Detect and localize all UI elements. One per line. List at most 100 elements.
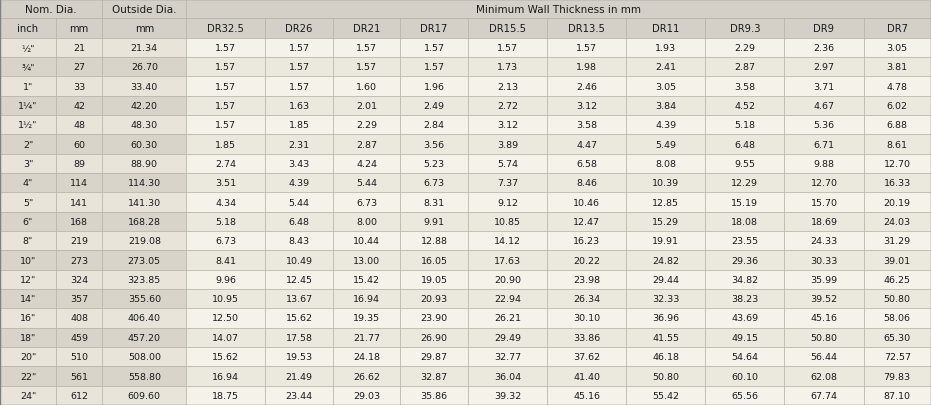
Text: 7.37: 7.37 [497,179,518,188]
Text: 50.80: 50.80 [652,371,680,381]
Bar [705,251,784,270]
Text: 36.96: 36.96 [652,314,680,323]
Bar [400,38,467,58]
Bar [400,96,467,116]
Bar [186,135,265,154]
Text: 3.12: 3.12 [497,121,518,130]
Text: DR11: DR11 [652,24,680,34]
Bar [400,77,467,96]
Bar [784,38,863,58]
Text: 17.63: 17.63 [493,256,521,265]
Text: 13.00: 13.00 [353,256,380,265]
Text: 12.88: 12.88 [421,237,448,245]
Text: 5.36: 5.36 [814,121,834,130]
Bar [56,231,102,251]
Bar [705,19,784,38]
Text: 561: 561 [70,371,88,381]
Text: 2.46: 2.46 [576,82,597,91]
Bar [56,19,102,38]
Bar [400,270,467,289]
Bar [626,309,705,328]
Text: 141: 141 [70,198,88,207]
Bar [626,251,705,270]
Text: 3.43: 3.43 [289,160,310,168]
Bar [333,38,400,58]
Text: 323.85: 323.85 [128,275,161,284]
Bar [863,116,931,135]
Text: 9.55: 9.55 [735,160,755,168]
Bar [186,231,265,251]
Text: 24.82: 24.82 [652,256,680,265]
Bar [265,58,333,77]
Text: mm: mm [135,24,154,34]
Text: inch: inch [18,24,38,34]
Bar [265,19,333,38]
Bar [546,328,626,347]
Text: 45.16: 45.16 [573,391,600,400]
Text: 6.73: 6.73 [424,179,445,188]
Bar [546,19,626,38]
Bar [400,367,467,386]
Text: mm: mm [70,24,88,34]
Bar [626,386,705,405]
Bar [400,19,467,38]
Bar [56,386,102,405]
Bar [705,58,784,77]
Bar [546,309,626,328]
Bar [186,251,265,270]
Bar [705,154,784,174]
Bar [784,251,863,270]
Text: 16.05: 16.05 [421,256,448,265]
Bar [705,270,784,289]
Bar [0,270,56,289]
Text: 21.49: 21.49 [286,371,313,381]
Text: 3.84: 3.84 [655,102,676,111]
Text: 12.45: 12.45 [286,275,313,284]
Text: 2.84: 2.84 [424,121,445,130]
Text: 29.44: 29.44 [652,275,680,284]
Text: 42.20: 42.20 [130,102,158,111]
Bar [784,386,863,405]
Text: 10.85: 10.85 [493,217,521,226]
Text: 510: 510 [70,352,88,361]
Text: Nom. Dia.: Nom. Dia. [25,4,77,15]
Text: 10.44: 10.44 [353,237,380,245]
Text: 406.40: 406.40 [128,314,161,323]
Bar [0,154,56,174]
Bar [265,231,333,251]
Bar [333,347,400,367]
Text: 5.49: 5.49 [655,140,676,149]
Text: 3.58: 3.58 [735,82,755,91]
Bar [863,309,931,328]
Bar [784,77,863,96]
Bar [467,58,546,77]
Text: 12.70: 12.70 [884,160,911,168]
Bar [626,289,705,309]
Text: 19.91: 19.91 [652,237,680,245]
Text: 3.51: 3.51 [215,179,236,188]
Text: 26.90: 26.90 [421,333,448,342]
Bar [467,231,546,251]
Bar [705,309,784,328]
Bar [705,367,784,386]
Text: 3.89: 3.89 [497,140,518,149]
Text: 6": 6" [22,217,34,226]
Text: 14.07: 14.07 [212,333,239,342]
Bar [186,154,265,174]
Bar [56,77,102,96]
Text: 16.33: 16.33 [884,179,911,188]
Text: 8.08: 8.08 [655,160,676,168]
Bar [265,328,333,347]
Text: 35.86: 35.86 [421,391,448,400]
Bar [265,77,333,96]
Bar [186,0,931,19]
Bar [863,347,931,367]
Bar [626,154,705,174]
Bar [333,116,400,135]
Bar [784,367,863,386]
Bar [705,212,784,231]
Text: 1.57: 1.57 [289,63,310,72]
Bar [265,116,333,135]
Text: 2.13: 2.13 [497,82,518,91]
Text: 48: 48 [74,121,85,130]
